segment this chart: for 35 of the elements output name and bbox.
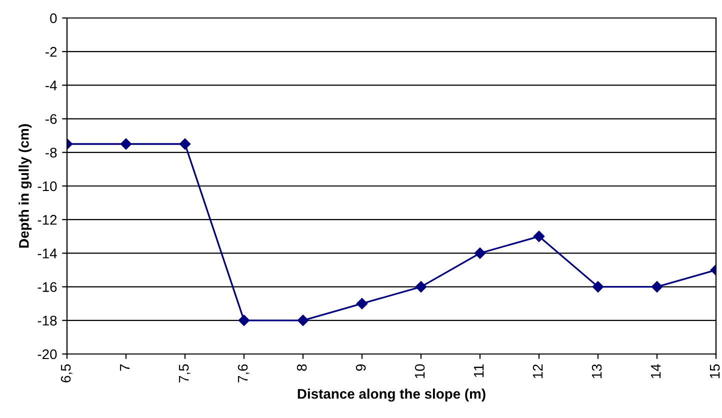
y-tick-label: -14 xyxy=(38,248,57,258)
point xyxy=(533,230,545,242)
point xyxy=(179,138,191,150)
x-tick-label: 11 xyxy=(474,364,484,378)
y-tick-label: -2 xyxy=(46,46,57,57)
y-tick-label: -6 xyxy=(46,114,57,124)
y-tick-label: 0 xyxy=(50,13,57,24)
y-tick-label: -4 xyxy=(46,80,57,90)
y-tick-label: -18 xyxy=(38,316,57,326)
x-tick-label: 9 xyxy=(356,364,366,371)
point xyxy=(297,314,309,326)
point xyxy=(238,314,250,326)
point xyxy=(356,298,368,310)
x-tick-label: 6,5 xyxy=(60,364,72,382)
y-tick-label: -10 xyxy=(38,181,57,192)
y-axis-title: Depth in gully (cm) xyxy=(18,124,32,248)
y-tick-label: -16 xyxy=(38,282,57,292)
y-tick-label: -20 xyxy=(38,349,57,360)
x-tick-label: 10 xyxy=(414,364,425,378)
x-tick-label: 13 xyxy=(592,364,602,378)
y-tick-label: -8 xyxy=(46,148,57,158)
x-tick-label: 14 xyxy=(651,364,661,378)
y-tick-label: -12 xyxy=(38,214,57,225)
point xyxy=(120,138,132,150)
x-tick-label: 7,6 xyxy=(238,364,250,382)
x-tick-label: 7,5 xyxy=(179,364,190,382)
point xyxy=(474,248,486,259)
point xyxy=(651,281,663,292)
x-axis-title: Distance along the slope (m) xyxy=(298,388,486,402)
point xyxy=(592,281,604,292)
x-tick-label: 15 xyxy=(710,364,720,378)
point xyxy=(415,281,427,292)
x-tick-label: 8 xyxy=(296,364,307,371)
x-tick-label: 12 xyxy=(532,364,543,378)
x-tick-label: 7 xyxy=(120,364,130,371)
